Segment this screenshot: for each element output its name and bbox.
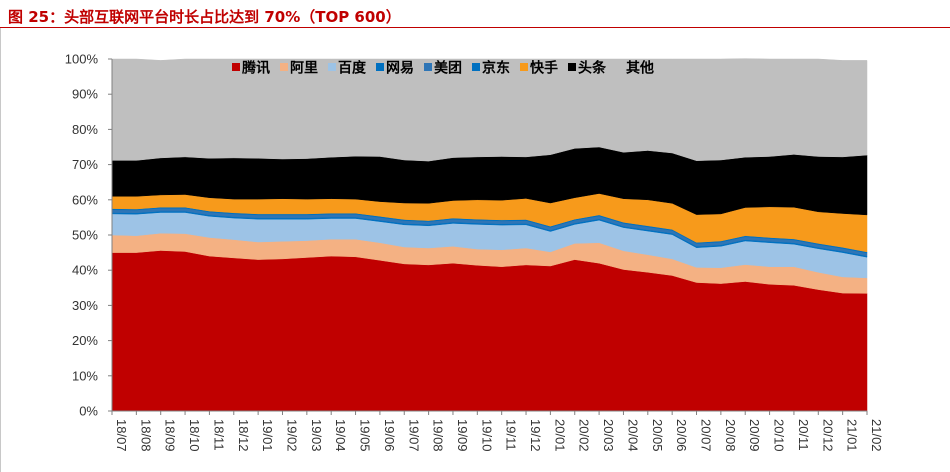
x-tick-label: 20/09 xyxy=(747,419,762,452)
x-tick-label: 19/01 xyxy=(260,419,275,452)
x-tick-label: 21/02 xyxy=(869,419,884,452)
area-9 xyxy=(111,58,868,162)
y-tick-label: 100% xyxy=(65,52,99,67)
y-tick-label: 30% xyxy=(72,298,98,313)
x-tick-label: 20/07 xyxy=(699,419,714,452)
x-tick-label: 19/04 xyxy=(333,419,348,452)
axes xyxy=(108,58,868,415)
legend-label: 百度 xyxy=(338,60,367,77)
x-tick-label: 19/11 xyxy=(504,419,519,451)
x-tick-label: 19/06 xyxy=(382,419,397,452)
x-tick-label: 19/07 xyxy=(406,419,421,452)
x-tick-label: 20/11 xyxy=(796,419,811,451)
x-tick-label: 19/09 xyxy=(455,419,470,452)
x-tick-label: 20/10 xyxy=(772,419,787,452)
x-tick-label: 18/10 xyxy=(187,419,202,452)
y-tick-label: 60% xyxy=(72,192,98,207)
x-tick-label: 19/10 xyxy=(479,419,494,452)
y-tick-label: 70% xyxy=(72,157,98,172)
x-tick-label: 18/07 xyxy=(114,419,129,452)
legend-swatch xyxy=(568,63,576,71)
legend-swatch xyxy=(232,63,240,71)
legend-label: 京东 xyxy=(482,60,510,77)
y-tick-label: 0% xyxy=(79,404,98,419)
x-tick-label: 19/12 xyxy=(528,419,543,452)
x-tick-label: 19/03 xyxy=(309,419,324,452)
legend-swatch xyxy=(376,63,384,71)
x-tick-label: 20/02 xyxy=(577,419,592,452)
y-tick-label: 50% xyxy=(72,228,98,243)
x-tick-label: 20/12 xyxy=(820,419,835,452)
x-tick-label: 20/08 xyxy=(723,419,738,452)
legend-swatch xyxy=(280,63,288,71)
x-tick-label: 20/04 xyxy=(625,419,640,452)
x-tick-label: 18/09 xyxy=(163,419,178,452)
left-border xyxy=(0,28,1,472)
x-tick-label: 20/03 xyxy=(601,419,616,452)
x-tick-label: 20/01 xyxy=(552,419,567,452)
legend-label: 腾讯 xyxy=(242,60,270,77)
legend: 腾讯 阿里 百度 网易 美团 京东 快手 头条 其他 xyxy=(232,60,654,77)
legend-label: 美团 xyxy=(434,60,462,77)
x-tick-label: 18/11 xyxy=(211,419,226,451)
y-tick-label: 10% xyxy=(72,368,98,383)
x-tick-label: 19/08 xyxy=(431,419,446,452)
y-tick-label: 40% xyxy=(72,263,98,278)
x-tick-label: 19/05 xyxy=(358,419,373,452)
x-tick-label: 20/06 xyxy=(674,419,689,452)
legend-label: 快手 xyxy=(530,60,558,77)
figure-title: 图 25：头部互联网平台时长占比达到 70%（TOP 600） xyxy=(8,8,401,26)
y-tick-label: 90% xyxy=(72,87,98,102)
legend-swatch xyxy=(424,63,432,71)
x-tick-label: 18/08 xyxy=(138,419,153,452)
x-tick-label: 21/01 xyxy=(845,419,860,452)
x-tick-labels: 18/07 18/08 18/09 18/10 18/11 18/12 19/01 19/02… xyxy=(114,419,884,452)
area-layers xyxy=(111,58,868,412)
legend-label: 其他 xyxy=(626,60,654,77)
x-tick-label: 19/02 xyxy=(284,419,299,452)
legend-swatch xyxy=(472,63,480,71)
legend-label: 阿里 xyxy=(290,61,318,77)
legend-label: 头条 xyxy=(578,60,607,77)
title-divider xyxy=(0,27,950,28)
x-tick-label: 20/05 xyxy=(650,419,665,452)
x-tick-label: 18/12 xyxy=(236,419,251,452)
legend-label: 网易 xyxy=(386,61,414,77)
legend-swatch xyxy=(616,63,624,71)
y-tick-labels: 0% 10% 20% 30% 40% 50% 60% 70% 80% 90% 100% xyxy=(65,52,99,419)
y-tick-label: 80% xyxy=(72,122,98,137)
legend-swatch xyxy=(328,63,336,71)
legend-swatch xyxy=(520,63,528,71)
y-tick-label: 20% xyxy=(72,333,98,348)
